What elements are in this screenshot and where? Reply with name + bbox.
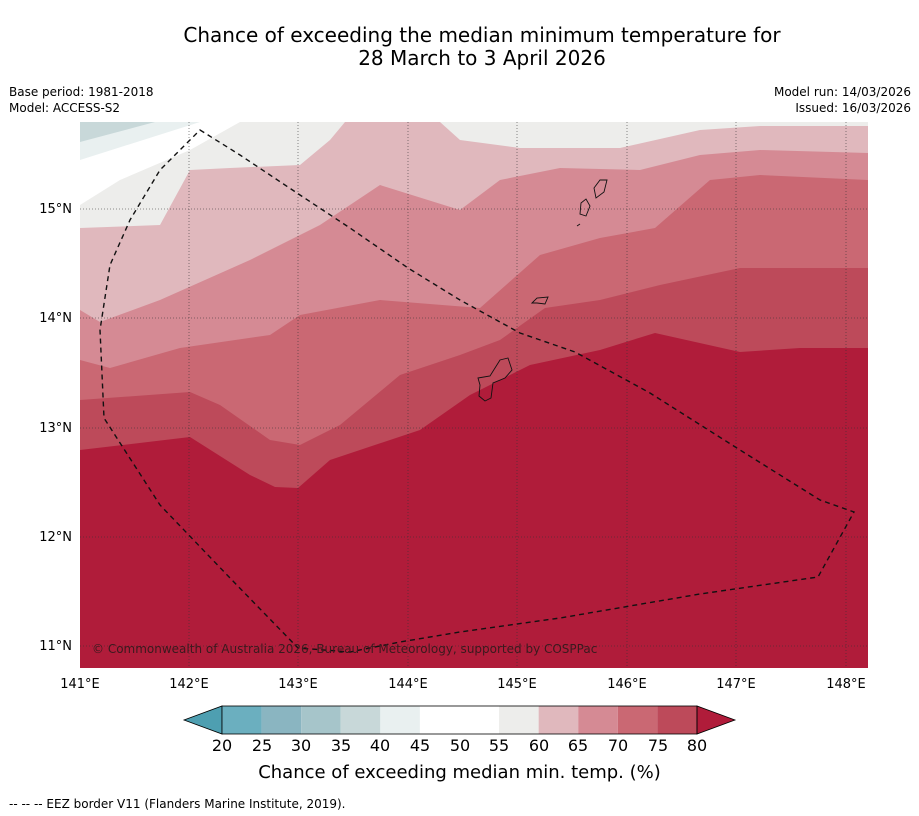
map-title-line1: Chance of exceeding the median minimum t… (183, 23, 781, 47)
colorbar-swatch (578, 706, 618, 734)
colorbar-outline (221, 705, 698, 735)
issued-label: Issued: 16/03/2026 (795, 101, 911, 115)
graticule (80, 122, 868, 668)
colorbar-tick-label: 60 (528, 736, 550, 755)
colorbar (182, 705, 737, 735)
lon-tick: 147°E (716, 677, 756, 692)
colorbar-swatch (419, 706, 460, 734)
colorbar-tick-label: 40 (369, 736, 391, 755)
colorbar-swatch (340, 706, 381, 734)
colorbar-swatch (261, 706, 302, 734)
map-title-line2: 28 March to 3 April 2026 (358, 46, 606, 70)
colorbar-extension-low (182, 705, 223, 735)
model-run-label: Model run: 14/03/2026 (773, 85, 911, 99)
colorbar-swatch (499, 706, 539, 734)
lon-tick: 141°E (60, 677, 100, 692)
base-period-label: Base period: 1981-2018 (9, 85, 154, 99)
colorbar-extension-high (696, 705, 737, 735)
eez-footnote: -- -- -- EEZ border V11 (Flanders Marine… (9, 797, 346, 811)
lon-tick: 146°E (607, 677, 647, 692)
lon-tick: 144°E (388, 677, 428, 692)
lat-tick: 14°N (39, 311, 72, 326)
copyright-text: © Commonwealth of Australia 2026, Bureau… (92, 642, 597, 656)
colorbar-swatch (301, 706, 341, 734)
colorbar-tick-label: 45 (409, 736, 431, 755)
colorbar-tick-label: 35 (330, 736, 352, 755)
contour-band-40-45 (80, 122, 155, 142)
lon-tick: 142°E (169, 677, 209, 692)
colorbar-tick-label: 75 (647, 736, 669, 755)
contour-band-above-80 (80, 333, 868, 668)
colorbar-swatch (538, 706, 579, 734)
lat-tick: 13°N (39, 421, 72, 436)
probability-contours (80, 122, 868, 668)
colorbar-swatch (380, 706, 420, 734)
lon-tick: 145°E (497, 677, 537, 692)
colorbar-tick-label: 70 (607, 736, 629, 755)
lat-tick: 12°N (39, 530, 72, 545)
rota-outline (530, 296, 549, 305)
colorbar-tick-label: 80 (686, 736, 708, 755)
model-label: Model: ACCESS-S2 (9, 101, 121, 115)
colorbar-title: Chance of exceeding median min. temp. (%… (258, 762, 661, 783)
colorbar-tick-label: 65 (567, 736, 589, 755)
colorbar-swatch (657, 706, 697, 734)
colorbar-tick-label: 55 (488, 736, 510, 755)
colorbar-swatch (222, 706, 262, 734)
longitude-ticks: 141°E 142°E 143°E 144°E 145°E 146°E 147°… (60, 677, 866, 692)
colorbar-tick-label: 25 (251, 736, 273, 755)
colorbar-swatch (459, 706, 500, 734)
tinian-outline (579, 198, 591, 217)
latitude-ticks: 15°N 14°N 13°N 12°N 11°N (39, 202, 72, 654)
islands (477, 179, 608, 402)
colorbar-tick-label: 20 (211, 736, 233, 755)
colorbar-tick-label: 50 (449, 736, 471, 755)
lat-tick: 11°N (39, 639, 72, 654)
aguijan-outline (576, 223, 581, 227)
guam-outline (477, 357, 513, 402)
lon-tick: 148°E (826, 677, 866, 692)
colorbar-swatch (617, 706, 658, 734)
lon-tick: 143°E (278, 677, 318, 692)
colorbar-tick-label: 30 (290, 736, 312, 755)
lat-tick: 15°N (39, 202, 72, 217)
eez-border (99, 129, 856, 653)
saipan-outline (593, 179, 608, 199)
